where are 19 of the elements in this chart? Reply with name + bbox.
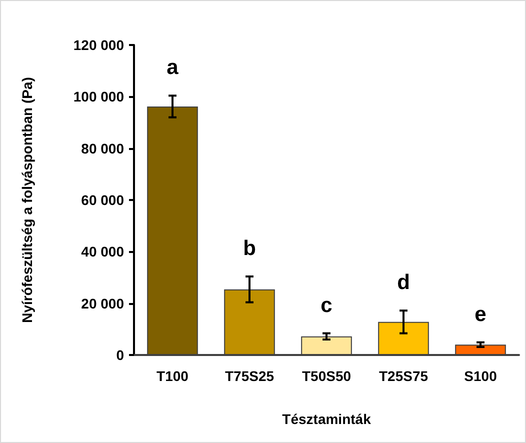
x-tick-label: T25S75 [378,368,428,384]
y-axis-title: Nyírófeszültség a folyáspontban (Pa) [19,77,35,323]
y-tick-label: 0 [116,347,124,363]
annotation: d [397,271,410,294]
x-tick-label: S100 [464,368,498,384]
x-axis-title: Tésztaminták [282,411,372,427]
annotation: c [320,294,333,317]
y-tick-label: 120 000 [73,37,124,53]
y-tick-label: 80 000 [81,140,124,156]
y-tick-label: 100 000 [73,88,124,105]
annotation: e [474,302,486,326]
x-tick-label: T100 [156,368,189,384]
y-tick-label: 60 000 [81,192,124,208]
annotation: a [166,56,179,80]
y-tick-label: 20 000 [81,295,124,312]
x-tick-label: T50S50 [302,368,352,384]
annotation: b [243,236,256,260]
y-tick-label: 40 000 [81,244,124,260]
x-tick-label: T75S25 [224,368,274,384]
